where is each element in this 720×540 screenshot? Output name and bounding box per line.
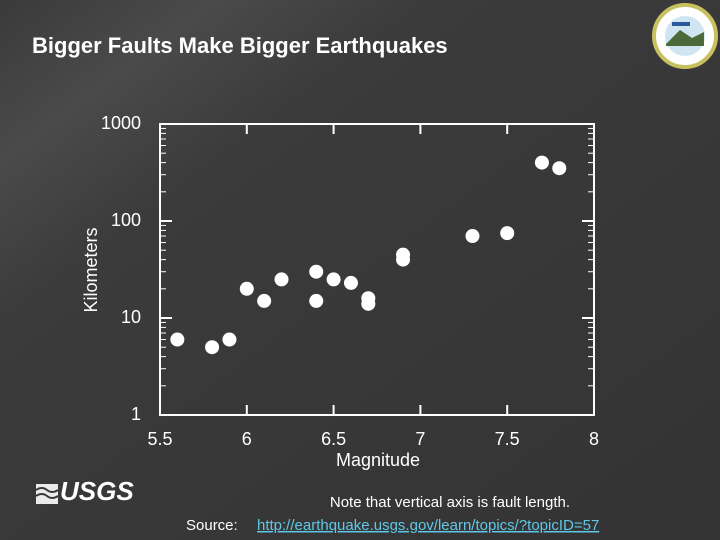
data-point — [396, 252, 411, 267]
data-point — [257, 293, 272, 308]
x-tick-label: 8 — [589, 429, 599, 449]
note: Note that vertical axis is fault length. — [330, 494, 570, 511]
data-point — [205, 340, 220, 355]
seal-logo — [652, 3, 718, 69]
usgs-logo: USGS — [35, 476, 134, 506]
x-tick-label: 6 — [242, 429, 252, 449]
data-point — [465, 229, 480, 244]
slide-title: Bigger Faults Make Bigger Earthquakes — [32, 33, 448, 58]
data-point — [552, 161, 567, 176]
data-point — [534, 155, 549, 170]
data-point — [222, 332, 237, 347]
y-tick-label: 1 — [131, 404, 141, 424]
x-tick-label: 7 — [415, 429, 425, 449]
y-tick-label: 1000 — [101, 113, 141, 133]
data-point — [239, 281, 254, 296]
data-point — [309, 264, 324, 279]
source-link[interactable]: http://earthquake.usgs.gov/learn/topics/… — [257, 517, 599, 534]
data-point — [170, 332, 185, 347]
source-label: Source: — [186, 517, 238, 534]
data-point — [343, 275, 358, 290]
data-point — [274, 272, 289, 287]
y-tick-label: 100 — [111, 210, 141, 230]
data-point — [500, 226, 515, 241]
plot-frame — [159, 123, 595, 416]
logo-text: USGS — [60, 476, 134, 506]
x-tick-label: 5.5 — [147, 429, 172, 449]
y-axis-label: Kilometers — [81, 227, 101, 312]
data-point — [361, 296, 376, 311]
x-tick-label: 7.5 — [495, 429, 520, 449]
data-point — [326, 272, 341, 287]
data-point — [309, 293, 324, 308]
x-tick-label: 6.5 — [321, 429, 346, 449]
y-tick-label: 10 — [121, 307, 141, 327]
x-axis-label: Magnitude — [336, 450, 420, 470]
